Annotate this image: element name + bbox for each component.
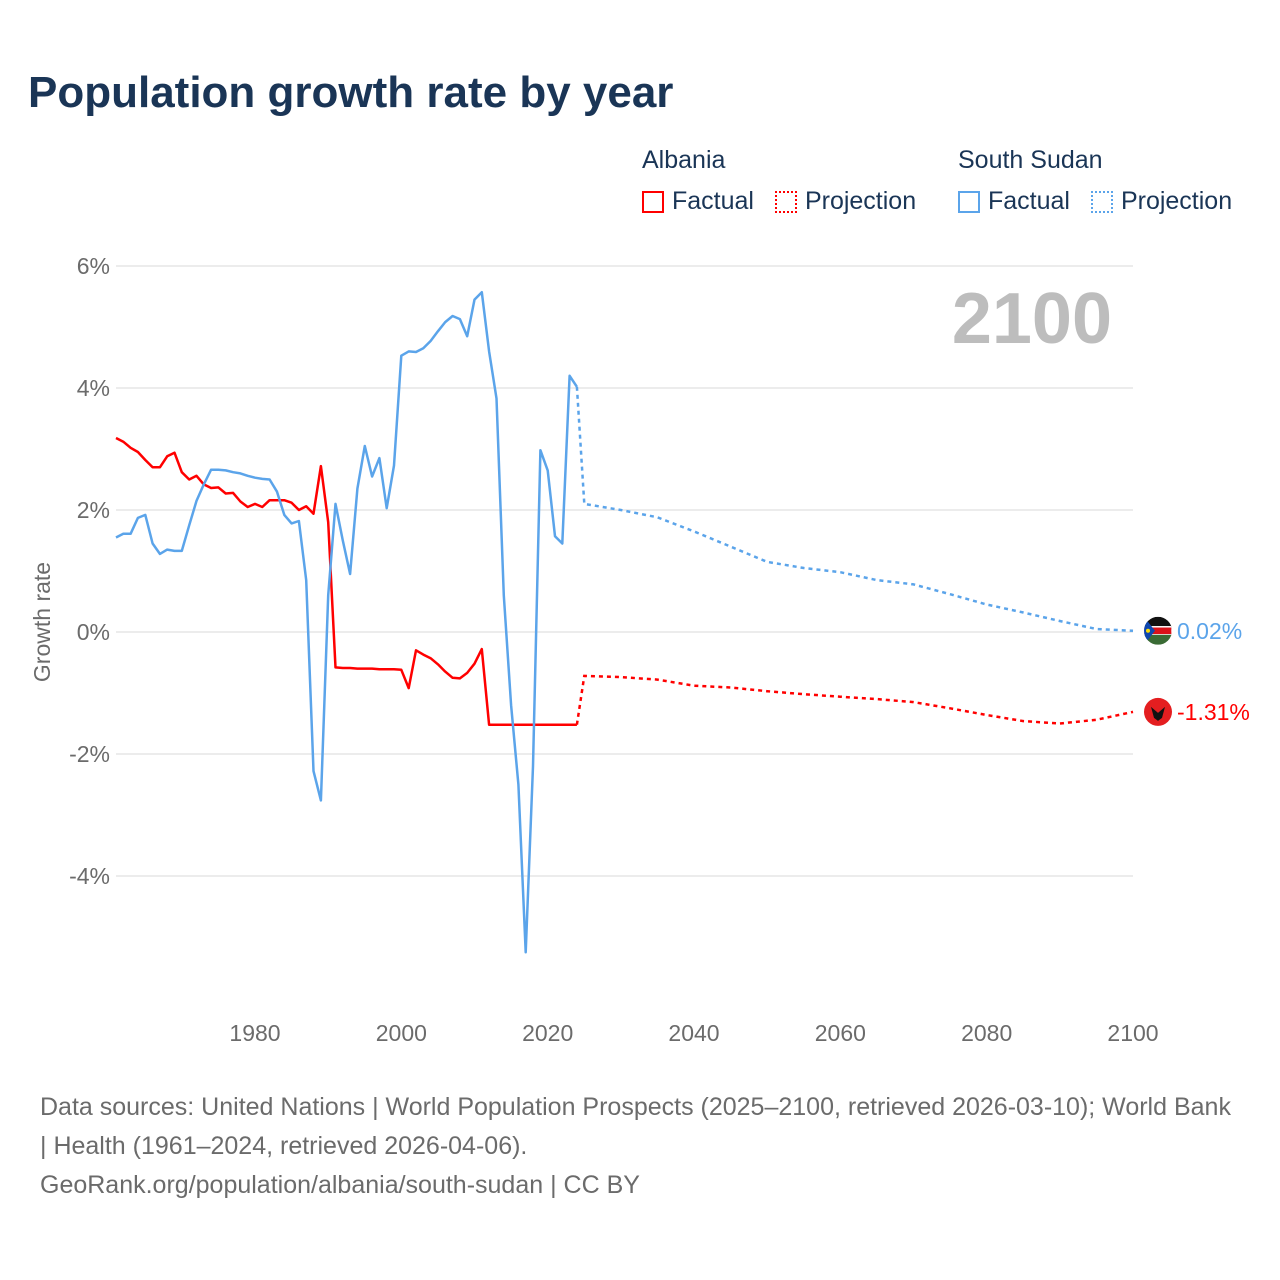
year-overlay: 2100 [952,279,1112,359]
legend-label: Projection [804,187,917,215]
star-icon [1146,628,1150,633]
solid-swatch-icon [642,190,664,213]
x-tick-label: 2040 [668,1020,719,1046]
legend-south-sudan: South Sudan Factual Projection [958,146,1246,220]
y-axis-label: Growth rate [29,562,55,682]
albania-projection-line [575,674,1134,725]
albania-flag-icon [1144,697,1172,726]
legend-albania-factual[interactable]: Factual [642,187,754,216]
solid-swatch-icon [958,190,980,213]
albania-factual-line [115,436,577,726]
legend-albania-projection[interactable]: Projection [774,187,917,216]
legend-albania: Albania Factual Projection [642,146,930,220]
legend-label: Factual [672,187,754,215]
south-sudan-projection-line [575,386,1134,633]
data-sources: Data sources: United Nations | World Pop… [40,1093,1231,1160]
y-tick-label: 2% [77,497,110,523]
legend-south-sudan-factual[interactable]: Factual [958,187,1070,216]
x-tick-label: 2000 [376,1020,427,1046]
flag-stripe [1144,634,1172,645]
footer: Data sources: United Nations | World Pop… [40,1088,1240,1205]
chart-title: Population growth rate by year [28,68,674,117]
legend-label: Projection [1120,187,1233,215]
flag-circle [1144,697,1172,726]
x-tick-label: 2100 [1107,1020,1158,1046]
legend-label: Factual [988,187,1070,215]
albania-end-label: -1.31% [1177,699,1250,725]
flag-stripe [1144,616,1172,627]
south-sudan-end-label: 0.02% [1177,618,1242,644]
dotted-swatch-icon [1090,190,1113,213]
legend-south-sudan-projection[interactable]: Projection [1090,187,1233,216]
y-tick-label: 6% [77,253,110,279]
x-tick-label: 2020 [522,1020,573,1046]
x-tick-label: 1980 [229,1020,280,1046]
y-tick-label: 4% [77,375,110,401]
eagle-icon [1151,706,1165,721]
y-tick-label: -2% [69,741,110,767]
legend-group-name: Albania [642,146,726,174]
y-tick-label: -4% [69,863,110,889]
flag-body [1144,616,1172,645]
y-tick-label: 0% [77,619,110,645]
x-tick-label: 2080 [961,1020,1012,1046]
x-tick-label: 2060 [815,1020,866,1046]
credit-link[interactable]: GeoRank.org/population/albania/south-sud… [40,1171,640,1199]
south-sudan-factual-line [115,290,578,954]
south-sudan-flag-icon [1144,616,1172,645]
dotted-swatch-icon [774,190,797,213]
legend-group-name: South Sudan [958,146,1103,174]
